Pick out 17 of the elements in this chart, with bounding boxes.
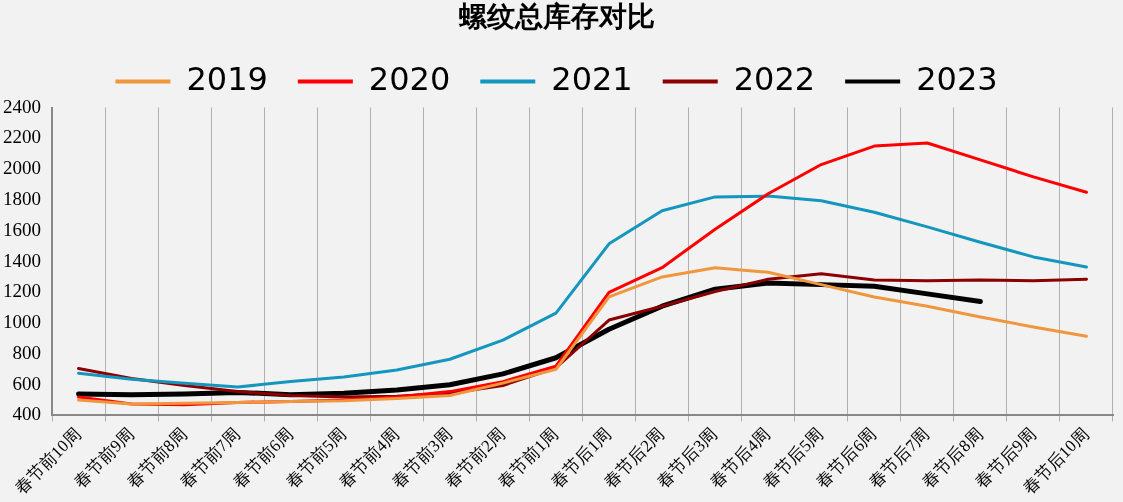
legend-label: 2022: [733, 59, 816, 98]
legend-label: 2019: [186, 59, 268, 98]
legend-label: 2020: [368, 59, 451, 98]
y-tick-label: 400: [12, 403, 41, 425]
y-tick-label: 2000: [3, 157, 41, 179]
y-tick-label: 1600: [3, 218, 41, 240]
y-tick-label: 1800: [3, 187, 41, 209]
y-tick-label: 1400: [3, 249, 41, 271]
legend-label: 2023: [916, 59, 998, 98]
y-tick-label: 800: [12, 341, 41, 363]
y-tick-label: 2400: [3, 95, 41, 117]
y-tick-label: 2200: [3, 126, 41, 148]
y-tick-label: 1000: [3, 311, 41, 333]
y-tick-label: 600: [12, 372, 41, 394]
legend-label: 2021: [551, 59, 633, 98]
y-tick-label: 1200: [3, 280, 41, 302]
chart-title: 螺纹总库存对比: [457, 0, 655, 34]
